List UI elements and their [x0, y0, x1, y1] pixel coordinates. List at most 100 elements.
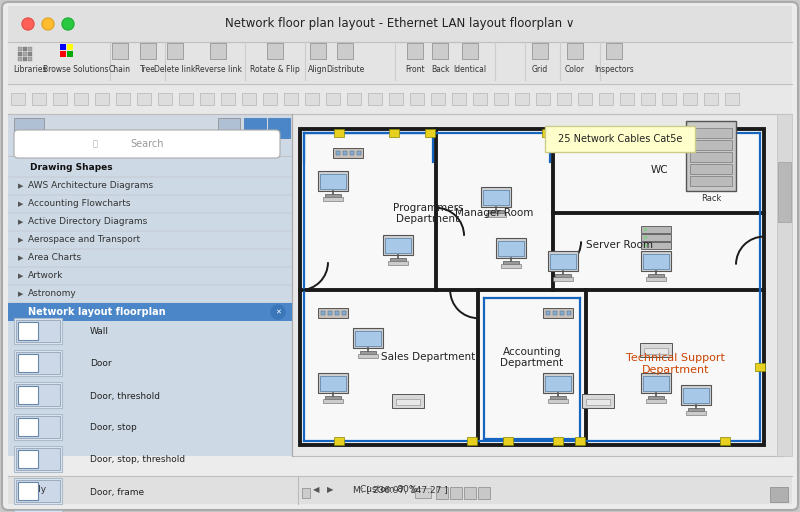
Bar	[14, 414, 62, 440]
Bar	[431, 93, 445, 105]
Bar	[18, 57, 22, 61]
Bar	[292, 114, 784, 456]
Bar	[298, 127, 766, 447]
Text: Identical: Identical	[454, 66, 486, 75]
Bar	[112, 43, 128, 59]
Text: Back: Back	[430, 66, 450, 75]
Bar	[242, 93, 256, 105]
Bar	[462, 43, 478, 59]
Text: Drawing Shapes: Drawing Shapes	[30, 163, 113, 173]
Bar	[355, 331, 381, 346]
Text: Libraries: Libraries	[14, 66, 46, 75]
Bar	[60, 44, 66, 50]
Text: Wall: Wall	[90, 328, 109, 336]
Bar	[578, 93, 592, 105]
Text: ✕: ✕	[275, 309, 281, 315]
Bar	[503, 437, 513, 445]
Bar	[496, 238, 526, 258]
Bar	[648, 396, 664, 399]
Bar	[14, 446, 62, 472]
Bar	[641, 251, 671, 271]
Text: Rotate & Flip: Rotate & Flip	[250, 66, 300, 75]
Bar	[641, 233, 671, 241]
Bar	[28, 47, 32, 51]
Bar	[690, 176, 732, 186]
Text: ▶: ▶	[18, 255, 23, 261]
Bar	[18, 386, 38, 404]
Bar	[683, 93, 697, 105]
Text: Programmers
Department: Programmers Department	[393, 203, 463, 224]
Text: Accounting Flowcharts: Accounting Flowcharts	[28, 200, 130, 208]
Bar	[641, 242, 671, 249]
Bar	[16, 448, 60, 470]
Bar	[18, 482, 38, 500]
Bar	[548, 251, 578, 271]
Bar	[543, 308, 573, 317]
Bar	[553, 277, 573, 281]
Bar	[368, 93, 382, 105]
Bar	[318, 308, 348, 317]
Bar	[425, 129, 435, 137]
Text: Ready: Ready	[18, 485, 46, 495]
Bar	[567, 43, 583, 59]
Bar	[14, 318, 62, 344]
Bar	[284, 93, 298, 105]
Bar	[333, 147, 363, 158]
Bar	[335, 311, 339, 314]
Bar	[320, 376, 346, 391]
Bar	[640, 343, 672, 357]
Bar	[415, 488, 431, 498]
Bar	[557, 93, 571, 105]
Bar	[343, 151, 347, 155]
Text: Color: Color	[565, 66, 585, 75]
Bar	[74, 93, 88, 105]
Bar	[777, 114, 792, 456]
Text: Artwork: Artwork	[28, 271, 63, 281]
Bar	[8, 84, 792, 114]
Bar	[498, 241, 524, 256]
Bar	[158, 93, 172, 105]
Bar	[14, 382, 62, 408]
Bar	[536, 93, 550, 105]
Bar	[432, 43, 448, 59]
Bar	[464, 487, 476, 499]
Text: Tree: Tree	[140, 66, 156, 75]
Bar	[23, 57, 27, 61]
Bar	[8, 142, 292, 456]
Bar	[644, 348, 668, 354]
Bar	[8, 114, 292, 142]
Bar	[548, 399, 568, 402]
Circle shape	[62, 18, 74, 30]
Bar	[501, 264, 521, 268]
Bar	[244, 118, 266, 138]
Text: ◀: ◀	[313, 485, 319, 495]
Text: Chain: Chain	[109, 66, 131, 75]
Bar	[662, 93, 676, 105]
Bar	[385, 238, 411, 253]
Bar	[567, 311, 571, 314]
Bar	[18, 450, 38, 468]
Text: Inspectors: Inspectors	[594, 66, 634, 75]
Bar	[16, 416, 60, 438]
Text: Door, threshold: Door, threshold	[90, 392, 160, 400]
Bar	[555, 274, 571, 277]
Bar	[18, 47, 22, 51]
Bar	[350, 151, 354, 155]
Bar	[546, 311, 550, 314]
Bar	[383, 235, 413, 255]
Text: Align: Align	[308, 66, 328, 75]
Bar	[467, 437, 477, 445]
Bar	[358, 354, 378, 358]
Bar	[67, 44, 73, 50]
Bar	[342, 311, 346, 314]
Text: ▶: ▶	[18, 183, 23, 189]
Bar	[221, 93, 235, 105]
Bar	[323, 197, 343, 201]
Bar	[310, 43, 326, 59]
Bar	[302, 488, 310, 498]
Text: ▶: ▶	[18, 291, 23, 297]
Bar	[690, 164, 732, 174]
Bar	[644, 244, 647, 247]
Bar	[300, 129, 764, 445]
Bar	[473, 93, 487, 105]
